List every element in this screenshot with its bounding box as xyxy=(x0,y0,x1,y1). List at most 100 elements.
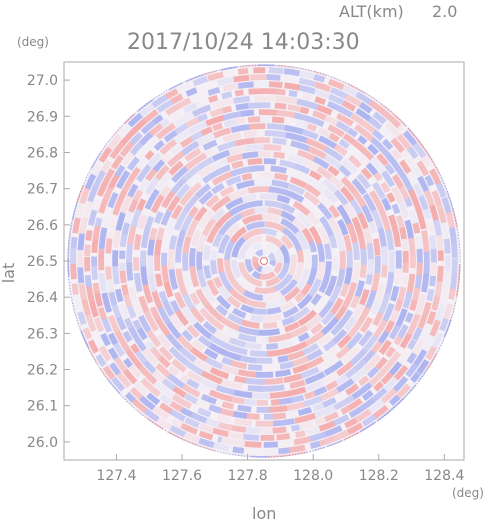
radar-echo-cell xyxy=(252,328,281,336)
radar-echo-cell xyxy=(79,215,89,235)
radar-echo-cell xyxy=(411,349,428,369)
x-tick-label: 128.4 xyxy=(424,468,464,484)
radar-echo-cell xyxy=(202,417,220,428)
radar-echo-cell xyxy=(458,245,461,259)
radar-echo-cell xyxy=(348,154,362,169)
radar-echo-cell xyxy=(107,133,123,151)
radar-echo-cell xyxy=(91,236,99,253)
radar-echo-cell xyxy=(291,424,301,432)
radar-echo-cell xyxy=(314,96,327,106)
radar-echo-cell xyxy=(123,397,134,408)
radar-echo-cell xyxy=(143,109,159,123)
radar-echo-cell xyxy=(292,363,309,374)
radar-echo-cell xyxy=(402,291,413,309)
radar-echo-cell xyxy=(255,371,274,378)
radar-echo-cell xyxy=(218,270,234,292)
radar-echo-cell xyxy=(263,405,288,413)
radar-echo-cell xyxy=(323,189,339,204)
radar-echo-cell xyxy=(360,167,373,180)
radar-echo-cell xyxy=(200,81,215,91)
radar-echo-cells xyxy=(67,64,461,458)
radar-echo-cell xyxy=(114,164,126,178)
radar-echo-cell xyxy=(159,184,171,198)
radar-echo-cell xyxy=(317,226,330,245)
radar-echo-cell xyxy=(146,383,162,398)
radar-echo-cell xyxy=(203,265,212,280)
radar-echo-cell xyxy=(84,256,91,272)
radar-echo-cell xyxy=(197,335,213,348)
radar-echo-cell xyxy=(429,168,442,186)
radar-echo-cell xyxy=(196,156,214,171)
radar-echo-cell xyxy=(161,252,168,266)
radar-echo-cell xyxy=(394,298,404,312)
radar-echo-cell xyxy=(308,240,317,253)
y-tick-label: 27.0 xyxy=(27,73,58,89)
radar-echo-cell xyxy=(115,211,126,231)
radar-echo-cell xyxy=(455,282,460,297)
radar-echo-cell xyxy=(303,248,311,268)
radar-echo-cell xyxy=(146,152,162,168)
radar-echo-cell xyxy=(157,355,171,369)
radar-echo-cell xyxy=(186,172,202,188)
radar-echo-cell xyxy=(227,187,250,201)
radar-echo-cell xyxy=(245,200,263,209)
radar-echo-cell xyxy=(211,427,229,438)
radar-echo-cell xyxy=(184,393,198,405)
radar-echo-cell xyxy=(314,81,332,93)
radar-echo-cell xyxy=(263,144,283,152)
radar-echo-cell xyxy=(395,250,402,273)
radar-echo-cell xyxy=(114,313,127,331)
y-tick-label: 26.0 xyxy=(27,435,58,451)
radar-echo-cell xyxy=(344,417,358,429)
radar-echo-cell xyxy=(397,286,407,300)
radar-echo-cell xyxy=(295,421,314,431)
radar-echo-cell xyxy=(219,393,233,403)
radar-echo-cell xyxy=(404,219,415,244)
radar-echo-cell xyxy=(371,181,386,200)
radar-echo-cell xyxy=(110,154,124,170)
radar-echo-cell xyxy=(366,258,374,279)
radar-echo-cell xyxy=(304,183,324,200)
radar-echo-cell xyxy=(260,434,275,441)
radar-echo-cell xyxy=(352,242,360,260)
radar-echo-cell xyxy=(295,430,306,438)
radar-echo-cell xyxy=(400,149,419,172)
radar-echo-cell xyxy=(188,121,208,135)
radar-echo-cell xyxy=(441,222,450,245)
radar-echo-cell xyxy=(98,345,112,362)
radar-echo-cell xyxy=(231,160,244,170)
radar-echo-cell xyxy=(362,334,379,353)
radar-echo-cell xyxy=(281,227,303,252)
radar-echo-cell xyxy=(371,209,384,230)
radar-echo-cell xyxy=(245,298,266,308)
radar-echo-cell xyxy=(112,198,124,216)
radar-echo-cell xyxy=(101,205,114,229)
radar-echo-cell xyxy=(224,342,248,356)
radar-echo-cell xyxy=(113,356,128,373)
radar-echo-cell xyxy=(421,154,432,167)
radar-echo-cell xyxy=(194,206,208,222)
radar-echo-cell xyxy=(128,165,142,181)
radar-echo-cell xyxy=(154,169,175,192)
radar-echo-cell xyxy=(297,293,313,310)
radar-echo-cell xyxy=(287,350,305,361)
radar-echo-cell xyxy=(105,238,113,254)
radar-echo-cell xyxy=(211,328,231,343)
radar-echo-cell xyxy=(445,211,455,229)
radar-echo-cell xyxy=(129,386,143,400)
radar-echo-cell xyxy=(171,417,184,429)
radar-echo-cell xyxy=(250,314,264,322)
radar-echo-cell xyxy=(91,265,99,281)
radar-echo-cell xyxy=(218,220,232,236)
radar-echo-cell xyxy=(343,431,360,441)
radar-echo-cell xyxy=(278,447,291,455)
radar-echo-cell xyxy=(312,386,328,397)
radar-echo-cell xyxy=(186,324,200,339)
radar-echo-cell xyxy=(222,110,245,121)
radar-echo-cell xyxy=(259,448,275,455)
radar-echo-cell xyxy=(390,185,404,205)
radar-echo-cell xyxy=(443,238,451,254)
radar-echo-cell xyxy=(416,359,430,375)
radar-echo-cell xyxy=(262,228,278,237)
radar-echo-cell xyxy=(452,208,459,231)
